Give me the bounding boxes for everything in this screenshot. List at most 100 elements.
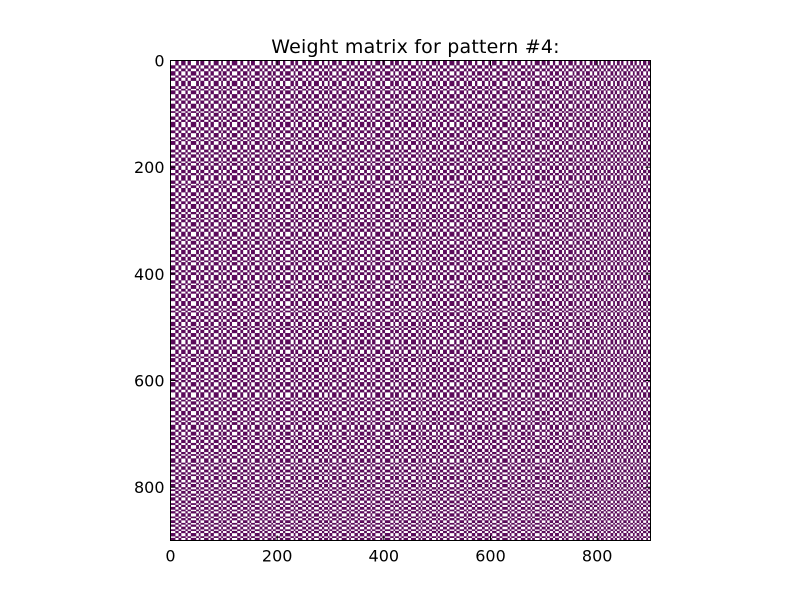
heatmap-cell — [568, 75, 573, 78]
heatmap-cell — [318, 149, 323, 153]
heatmap-cell — [418, 103, 421, 109]
heatmap-cell — [178, 154, 182, 158]
heatmap-cell — [350, 219, 355, 223]
heatmap-cell — [539, 236, 542, 240]
heatmap-cell — [446, 165, 450, 170]
heatmap-cell — [318, 185, 323, 189]
heatmap-cell — [272, 149, 276, 153]
heatmap-cell — [565, 137, 569, 140]
heatmap-cell — [275, 100, 280, 104]
heatmap-cell — [520, 211, 526, 215]
heatmap-cell — [572, 137, 575, 140]
heatmap-cell — [411, 116, 416, 120]
heatmap-cell — [628, 211, 631, 215]
heatmap-cell — [181, 68, 186, 72]
heatmap-cell — [621, 195, 624, 199]
heatmap-cell — [327, 244, 330, 248]
heatmap-cell — [530, 201, 533, 205]
heatmap-cell — [283, 219, 286, 223]
heatmap-cell — [295, 187, 299, 193]
heatmap-cell — [271, 80, 274, 87]
heatmap-cell — [262, 236, 265, 240]
heatmap-cell — [607, 219, 611, 223]
heatmap-cell — [231, 214, 238, 218]
heatmap-cell — [170, 240, 176, 245]
heatmap-cell — [636, 90, 640, 95]
heatmap-cell — [327, 119, 330, 122]
heatmap-cell — [514, 141, 518, 145]
heatmap-cell — [477, 203, 483, 209]
heatmap-cell — [249, 161, 252, 164]
heatmap-cell — [247, 214, 250, 218]
heatmap-cell — [411, 222, 416, 227]
heatmap-cell — [489, 198, 493, 202]
heatmap-cell — [380, 165, 383, 170]
heatmap-cell — [572, 211, 575, 215]
heatmap-cell — [545, 185, 548, 189]
heatmap-cell — [262, 203, 265, 209]
heatmap-cell — [541, 201, 546, 205]
heatmap-cell — [630, 60, 634, 66]
heatmap-cell — [420, 60, 423, 66]
heatmap-cell — [327, 60, 330, 66]
heatmap-cell — [552, 175, 556, 181]
heatmap-cell — [349, 240, 351, 245]
heatmap-cell — [275, 244, 280, 248]
heatmap-cell — [302, 162, 307, 166]
heatmap-cell — [321, 119, 325, 122]
heatmap-cell — [185, 77, 188, 81]
heatmap-cell — [390, 88, 394, 91]
heatmap-cell — [293, 180, 296, 184]
heatmap-cell — [499, 112, 503, 117]
heatmap-cell — [302, 249, 307, 255]
heatmap-cell — [475, 108, 478, 112]
heatmap-cell — [178, 116, 182, 120]
heatmap-cell — [589, 75, 593, 78]
heatmap-cell — [525, 183, 528, 186]
heatmap-cell — [198, 165, 201, 170]
heatmap-cell — [297, 121, 303, 128]
heatmap-cell — [623, 71, 627, 76]
heatmap-cell — [181, 112, 186, 117]
heatmap-cell — [547, 183, 550, 186]
heatmap-cell — [607, 60, 611, 66]
heatmap-cell — [496, 86, 500, 89]
heatmap-cell — [471, 173, 476, 176]
heatmap-cell — [398, 65, 402, 69]
heatmap-cell — [332, 108, 337, 112]
heatmap-cell — [415, 60, 419, 66]
heatmap-cell — [592, 141, 595, 145]
heatmap-cell — [221, 208, 223, 213]
heatmap-cell — [175, 187, 179, 193]
heatmap-cell — [311, 71, 315, 76]
heatmap-cell — [279, 173, 284, 176]
heatmap-cell — [623, 198, 627, 202]
heatmap-cell — [311, 149, 315, 153]
heatmap-cell — [346, 195, 350, 199]
heatmap-cell — [582, 161, 585, 164]
heatmap-cell — [632, 77, 635, 81]
heatmap-cell — [514, 90, 518, 95]
heatmap-cell — [302, 219, 307, 223]
heatmap-cell — [297, 141, 303, 145]
heatmap-cell — [647, 139, 651, 142]
heatmap-cell — [436, 173, 438, 176]
heatmap-cell — [332, 219, 337, 223]
heatmap-cell — [636, 228, 640, 232]
heatmap-cell — [619, 103, 622, 109]
heatmap-cell — [613, 139, 615, 142]
heatmap-cell — [324, 173, 328, 176]
heatmap-cell — [616, 80, 620, 87]
heatmap-cell — [372, 71, 376, 76]
heatmap-cell — [613, 231, 615, 237]
heatmap-cell — [484, 154, 489, 158]
heatmap-cell — [532, 247, 535, 250]
heatmap-cell — [226, 249, 230, 255]
heatmap-cell — [517, 75, 522, 78]
heatmap-cell — [336, 161, 339, 164]
heatmap-cell — [198, 141, 201, 145]
heatmap-cell — [321, 239, 325, 241]
heatmap-cell — [290, 127, 294, 131]
heatmap-cell — [646, 154, 648, 158]
heatmap-cell — [247, 94, 250, 99]
